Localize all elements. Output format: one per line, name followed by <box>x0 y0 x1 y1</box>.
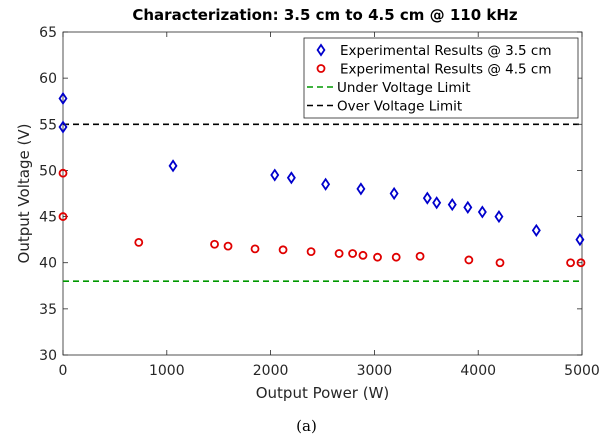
y-tick-label: 45 <box>39 210 57 226</box>
legend-label: Under Voltage Limit <box>337 80 471 96</box>
chart-title: Characterization: 3.5 cm to 4.5 cm @ 110… <box>132 6 518 24</box>
y-tick-label: 60 <box>39 71 57 87</box>
series-1-point <box>58 212 68 221</box>
series-0-point <box>463 200 473 214</box>
legend-label: Experimental Results @ 3.5 cm <box>340 43 551 59</box>
y-tick-label: 35 <box>39 302 57 318</box>
x-axis-ticks: 0 1000 2000 3000 4000 5000 <box>59 32 600 379</box>
y-tick-label: 50 <box>39 163 57 179</box>
series-0-point <box>477 205 487 219</box>
series-0-point <box>270 168 280 182</box>
series-1-point <box>278 245 288 255</box>
series-1-point <box>134 238 144 247</box>
series-0-point <box>531 223 541 238</box>
series-1-point <box>210 239 219 249</box>
series-0-point <box>494 209 504 224</box>
x-tick-label: 1000 <box>149 363 185 379</box>
series-0-point <box>389 186 399 201</box>
series-1-point <box>464 255 474 265</box>
series-0-point <box>58 120 68 134</box>
series-1-point <box>58 168 68 178</box>
x-tick-label: 5000 <box>564 363 600 379</box>
series-1-point <box>391 252 401 262</box>
series-0-point <box>575 233 585 247</box>
series-1-point <box>358 250 368 260</box>
series-1-point <box>495 258 505 268</box>
y-axis-label: Output Voltage (V) <box>15 124 33 264</box>
legend-box <box>303 37 579 119</box>
series-1-point <box>334 249 344 258</box>
series-1-point <box>348 249 358 258</box>
series-0-point <box>321 177 331 191</box>
x-tick-label: 4000 <box>460 363 496 379</box>
series-1-point <box>223 241 233 251</box>
legend-label: Over Voltage Limit <box>337 99 462 115</box>
series-0-point <box>447 197 457 212</box>
series-1-point <box>250 244 260 254</box>
y-axis-ticks: 30 35 40 45 50 55 60 65 <box>39 25 582 364</box>
y-tick-label: 55 <box>39 117 57 133</box>
series-0-point <box>356 182 366 196</box>
y-tick-label: 40 <box>39 256 57 272</box>
series-1-point <box>306 247 316 257</box>
legend-label: Experimental Results @ 4.5 cm <box>340 62 551 78</box>
legend-marker-1 <box>316 64 326 73</box>
x-axis-label: Output Power (W) <box>256 384 390 402</box>
series-1-point <box>415 251 425 261</box>
series-1-point <box>566 258 575 268</box>
x-tick-label: 2000 <box>253 363 289 379</box>
series-0-point <box>58 91 68 106</box>
y-tick-label: 65 <box>39 25 57 41</box>
x-tick-label: 3000 <box>357 363 393 379</box>
y-tick-label: 30 <box>39 348 57 364</box>
series-0-point <box>422 191 432 205</box>
reference-lines <box>63 123 582 282</box>
data-markers <box>58 91 586 268</box>
series-0-point <box>432 196 442 210</box>
series-0-point <box>286 171 296 185</box>
legend-marker-0 <box>316 43 326 57</box>
legend: Experimental Results @ 3.5 cm Experimenta… <box>303 37 579 119</box>
series-1-point <box>373 252 382 262</box>
series-0-point <box>168 159 178 173</box>
x-tick-label: 0 <box>59 363 68 379</box>
series-1-point <box>576 258 586 268</box>
figure-caption: (a) <box>296 417 317 435</box>
